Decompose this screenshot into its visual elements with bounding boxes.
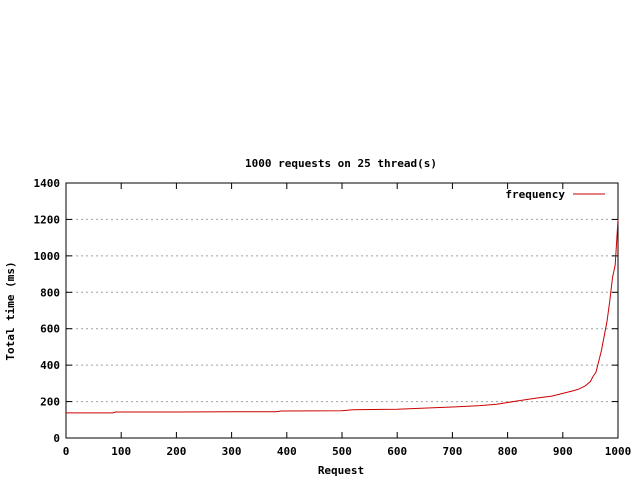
y-axis-label: Total time (ms) — [4, 261, 17, 360]
x-tick-label: 700 — [442, 445, 462, 458]
y-tick-label: 1000 — [34, 250, 61, 263]
x-tick-label: 500 — [332, 445, 352, 458]
x-tick-label: 300 — [222, 445, 242, 458]
y-tick-label: 200 — [40, 396, 60, 409]
plot-frame — [65, 182, 619, 439]
y-axis-ticks: 0 200 400 600 800 1000 1200 1400 — [34, 177, 618, 445]
y-tick-label: 1200 — [34, 213, 61, 226]
x-tick-label: 100 — [111, 445, 131, 458]
legend: frequency — [505, 188, 605, 201]
series-line-frequency — [66, 219, 619, 414]
x-axis-label: Request — [318, 464, 364, 477]
y-tick-label: 400 — [40, 359, 60, 372]
x-axis-ticks: 0 100 200 300 400 500 600 700 800 900 1000 — [63, 183, 632, 458]
y-tick-label: 0 — [53, 432, 60, 445]
x-tick-label: 900 — [553, 445, 573, 458]
y-tick-label: 600 — [40, 323, 60, 336]
x-tick-label: 400 — [277, 445, 297, 458]
x-tick-label: 600 — [387, 445, 407, 458]
x-tick-label: 1000 — [605, 445, 632, 458]
x-tick-label: 0 — [63, 445, 70, 458]
x-tick-label: 200 — [166, 445, 186, 458]
x-tick-label: 800 — [498, 445, 518, 458]
legend-label: frequency — [505, 188, 565, 201]
y-tick-label: 1400 — [34, 177, 61, 190]
series-group — [66, 219, 619, 414]
y-tick-label: 800 — [40, 286, 60, 299]
grid-lines — [66, 218, 618, 403]
chart-title: 1000 requests on 25 thread(s) — [245, 157, 437, 170]
